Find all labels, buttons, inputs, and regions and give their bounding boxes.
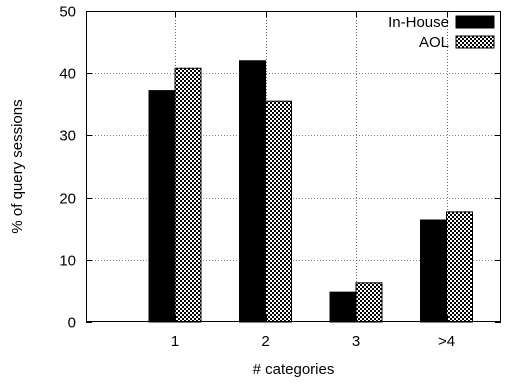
ticks-layer: 0 10 20 30 40 50 1 2 3 >4 [59, 4, 501, 350]
bar-in-house-3 [329, 291, 357, 323]
y-tick-label: 10 [59, 253, 76, 270]
bar-aol-2 [265, 100, 292, 323]
y-tick-label: 50 [59, 4, 76, 21]
y-tick-label: 20 [59, 191, 76, 208]
bar-in-house-1 [148, 90, 176, 323]
y-tick-label: 40 [59, 66, 76, 83]
x-tick-label: 1 [171, 333, 179, 350]
bar-in-house-2 [239, 60, 266, 323]
legend-label: AOL [419, 34, 449, 51]
bars-layer [148, 60, 473, 323]
legend-swatch [455, 35, 495, 49]
x-tick-label: 2 [261, 333, 269, 350]
bar-aol-4 [446, 211, 473, 323]
y-tick-label: 30 [59, 128, 76, 145]
x-axis-label: # categories [253, 361, 335, 378]
y-axis-label: % of query sessions [9, 99, 26, 233]
y-tick-label: 0 [68, 315, 76, 332]
legend: In-House AOL [388, 14, 495, 51]
x-tick-label: 3 [352, 333, 360, 350]
bar-aol-3 [355, 282, 383, 323]
plot-area-frame [86, 11, 501, 322]
legend-swatch [455, 15, 495, 29]
bar-in-house-4 [420, 219, 447, 323]
x-tick-label: >4 [438, 333, 455, 350]
legend-label: In-House [388, 14, 449, 31]
bar-aol-1 [174, 67, 202, 323]
